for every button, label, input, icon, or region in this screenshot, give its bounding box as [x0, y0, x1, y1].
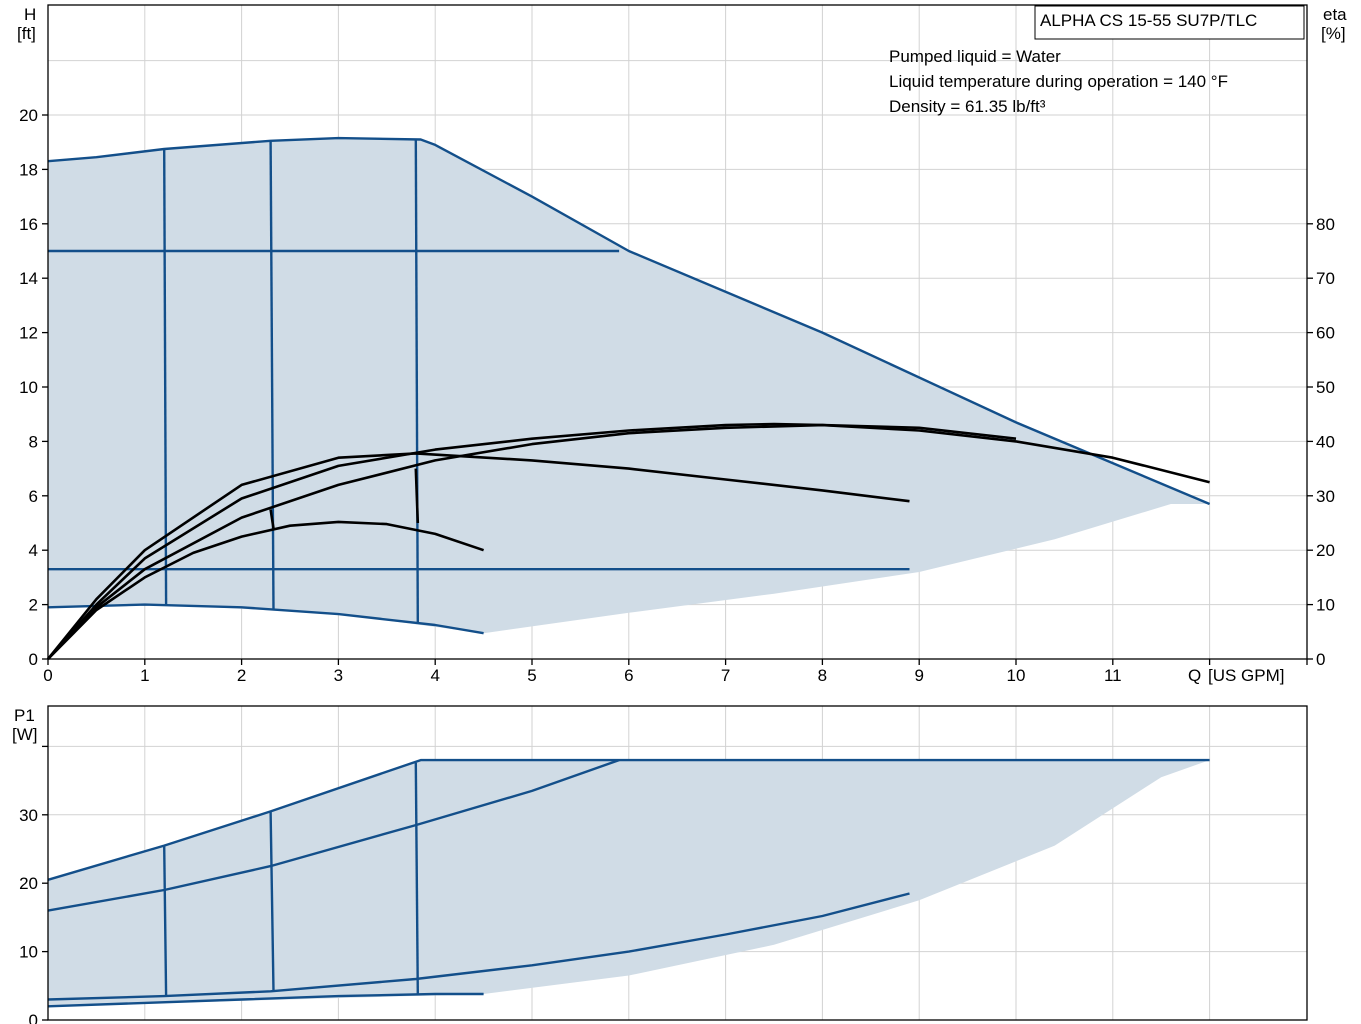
head-tick-label: 14 [19, 269, 38, 288]
efficiency-curve [47, 422, 1210, 660]
head-tick-label: 12 [19, 324, 38, 343]
efficiency-curve [47, 520, 485, 660]
flow-tick-label: 7 [721, 666, 730, 685]
head-curve [163, 148, 168, 605]
power-plot: 0 10 20 30 P1 [W] [12, 705, 1308, 1024]
power-axis-label: P1 [14, 706, 35, 725]
head-axis-unit: [ft] [17, 24, 36, 43]
power-plot-frame [47, 705, 1308, 1021]
efficiency-tick-label: 60 [1316, 324, 1335, 343]
efficiency-tick-label: 20 [1316, 541, 1335, 560]
flow-tick-label: 3 [334, 666, 343, 685]
head-tick-label: 16 [19, 215, 38, 234]
head-tick-label: 0 [29, 650, 38, 669]
head-curve [269, 140, 275, 611]
flow-tick-label: 6 [624, 666, 633, 685]
pump-model-box [1034, 5, 1305, 40]
efficiency-tick-label: 40 [1316, 432, 1335, 451]
efficiency-tick-label: 70 [1316, 269, 1335, 288]
power-curve [47, 758, 620, 912]
head-tick-label: 6 [29, 487, 38, 506]
power-tick-label: 20 [19, 874, 38, 893]
flow-tick-label: 9 [914, 666, 923, 685]
head-tick-label: 8 [29, 432, 38, 451]
efficiency-tick-label: 10 [1316, 596, 1335, 615]
pump-model-title: ALPHA CS 15-55 SU7P/TLC [1040, 11, 1257, 30]
head-axis-label: H [24, 5, 36, 24]
power-curve [47, 758, 1210, 881]
flow-tick-label: 10 [1007, 666, 1026, 685]
head-tick-label: 18 [19, 160, 38, 179]
flow-axis-unit: [US GPM] [1208, 666, 1285, 685]
flow-tick-label: 8 [818, 666, 827, 685]
flow-tick-label: 5 [527, 666, 536, 685]
flow-tick-label: 2 [237, 666, 246, 685]
head-operating-envelope [48, 138, 1210, 634]
efficiency-curve [46, 452, 910, 660]
flow-tick-label: 1 [140, 666, 149, 685]
power-tick-label: 10 [19, 943, 38, 962]
power-axis-ticks: 0 10 20 30 [19, 745, 48, 1024]
power-curve [163, 845, 168, 997]
flow-tick-label: 4 [430, 666, 439, 685]
head-tick-label: 20 [19, 106, 38, 125]
head-tick-label: 2 [29, 596, 38, 615]
head-curve [414, 139, 419, 624]
efficiency-axis-unit: [%] [1321, 24, 1346, 43]
flow-axis-label: Q [1188, 666, 1201, 685]
power-axis-unit: [W] [12, 725, 38, 744]
power-curve [269, 811, 275, 992]
efficiency-tick-label: 80 [1316, 215, 1335, 234]
head-curves [46, 136, 1211, 660]
flow-tick-label: 11 [1104, 666, 1122, 685]
power-tick-label: 0 [29, 1011, 38, 1024]
efficiency-tick-label: 30 [1316, 487, 1335, 506]
power-operating-envelope [48, 760, 1210, 1007]
flow-tick-label: 0 [43, 666, 52, 685]
efficiency-curve [414, 468, 420, 524]
head-curve [47, 136, 1211, 506]
power-curve [47, 992, 484, 1008]
head-tick-label: 4 [29, 541, 38, 560]
head-tick-label: 10 [19, 378, 38, 397]
efficiency-curve [269, 509, 275, 529]
efficiency-axis-label: eta [1323, 5, 1347, 24]
power-curve [414, 762, 419, 995]
annotation-pumped-liquid: Pumped liquid = Water [889, 47, 1061, 66]
efficiency-curve [47, 423, 1017, 660]
power-curve [47, 892, 910, 1001]
efficiency-tick-label: 0 [1316, 650, 1325, 669]
power-curves [47, 758, 1210, 1008]
annotation-liquid-temperature: Liquid temperature during operation = 14… [889, 72, 1228, 91]
power-tick-label: 30 [19, 806, 38, 825]
efficiency-tick-label: 50 [1316, 378, 1335, 397]
annotation-density: Density = 61.35 lb/ft³ [889, 97, 1046, 116]
head-curve [47, 603, 484, 635]
